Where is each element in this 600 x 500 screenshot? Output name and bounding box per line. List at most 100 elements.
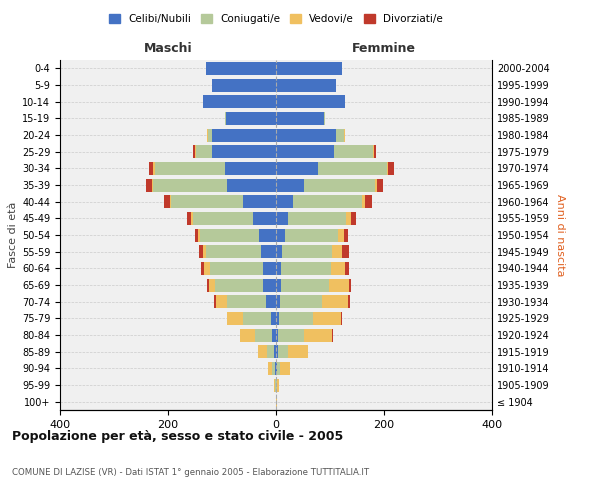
- Bar: [377, 178, 383, 192]
- Bar: [274, 345, 276, 358]
- Bar: [276, 95, 345, 108]
- Bar: [276, 195, 293, 208]
- Bar: [153, 178, 227, 192]
- Bar: [279, 312, 313, 325]
- Bar: [203, 95, 276, 108]
- Bar: [253, 212, 276, 225]
- Bar: [276, 395, 277, 408]
- Bar: [149, 162, 153, 175]
- Bar: [350, 212, 356, 225]
- Bar: [344, 228, 349, 241]
- Bar: [263, 278, 276, 291]
- Bar: [388, 162, 394, 175]
- Bar: [322, 295, 349, 308]
- Bar: [212, 128, 276, 141]
- Bar: [152, 178, 153, 192]
- Text: Popolazione per età, sesso e stato civile - 2005: Popolazione per età, sesso e stato civil…: [12, 430, 343, 443]
- Bar: [374, 145, 376, 158]
- Bar: [344, 262, 349, 275]
- Bar: [275, 362, 276, 375]
- Bar: [225, 162, 276, 175]
- Bar: [276, 295, 280, 308]
- Bar: [199, 245, 203, 258]
- Bar: [276, 362, 277, 375]
- Bar: [146, 178, 152, 192]
- Bar: [242, 195, 276, 208]
- Bar: [276, 228, 284, 241]
- Bar: [203, 245, 206, 258]
- Bar: [276, 162, 318, 175]
- Bar: [242, 312, 271, 325]
- Bar: [278, 345, 288, 358]
- Bar: [191, 212, 193, 225]
- Bar: [373, 145, 374, 158]
- Bar: [276, 178, 304, 192]
- Bar: [376, 178, 377, 192]
- Bar: [227, 178, 276, 192]
- Bar: [334, 145, 373, 158]
- Bar: [277, 362, 280, 375]
- Bar: [349, 295, 350, 308]
- Bar: [362, 195, 365, 208]
- Bar: [259, 228, 276, 241]
- Bar: [276, 278, 281, 291]
- Bar: [195, 228, 198, 241]
- Bar: [212, 78, 276, 92]
- Bar: [276, 212, 288, 225]
- Bar: [164, 195, 170, 208]
- Bar: [283, 245, 332, 258]
- Bar: [337, 128, 344, 141]
- Bar: [341, 312, 342, 325]
- Bar: [204, 262, 209, 275]
- Bar: [288, 212, 346, 225]
- Bar: [276, 245, 283, 258]
- Bar: [193, 212, 253, 225]
- Bar: [209, 278, 215, 291]
- Bar: [171, 195, 242, 208]
- Bar: [226, 112, 276, 125]
- Bar: [276, 145, 334, 158]
- Bar: [276, 345, 278, 358]
- Bar: [215, 295, 227, 308]
- Bar: [255, 328, 272, 342]
- Bar: [365, 195, 371, 208]
- Text: COMUNE DI LAZISE (VR) - Dati ISTAT 1° gennaio 2005 - Elaborazione TUTTITALIA.IT: COMUNE DI LAZISE (VR) - Dati ISTAT 1° ge…: [12, 468, 369, 477]
- Bar: [342, 245, 349, 258]
- Legend: Celibi/Nubili, Coniugati/e, Vedovi/e, Divorziati/e: Celibi/Nubili, Coniugati/e, Vedovi/e, Di…: [105, 10, 447, 29]
- Bar: [276, 78, 337, 92]
- Bar: [276, 328, 278, 342]
- Bar: [338, 228, 344, 241]
- Bar: [276, 62, 342, 75]
- Bar: [206, 62, 276, 75]
- Bar: [329, 278, 349, 291]
- Bar: [212, 145, 276, 158]
- Bar: [274, 378, 275, 392]
- Bar: [208, 278, 209, 291]
- Y-axis label: Anni di nascita: Anni di nascita: [555, 194, 565, 276]
- Bar: [227, 295, 266, 308]
- Bar: [153, 162, 155, 175]
- Bar: [332, 245, 342, 258]
- Bar: [263, 262, 276, 275]
- Bar: [387, 162, 388, 175]
- Text: Maschi: Maschi: [143, 42, 193, 55]
- Y-axis label: Fasce di età: Fasce di età: [8, 202, 18, 268]
- Bar: [261, 245, 276, 258]
- Bar: [280, 295, 322, 308]
- Bar: [195, 145, 196, 158]
- Bar: [313, 312, 341, 325]
- Bar: [276, 128, 337, 141]
- Bar: [281, 278, 329, 291]
- Bar: [198, 228, 200, 241]
- Bar: [196, 145, 212, 158]
- Bar: [276, 112, 323, 125]
- Bar: [193, 145, 195, 158]
- Bar: [187, 212, 191, 225]
- Bar: [208, 128, 212, 141]
- Text: Femmine: Femmine: [352, 42, 416, 55]
- Bar: [332, 328, 333, 342]
- Bar: [304, 328, 332, 342]
- Bar: [215, 278, 263, 291]
- Bar: [272, 328, 276, 342]
- Bar: [278, 328, 304, 342]
